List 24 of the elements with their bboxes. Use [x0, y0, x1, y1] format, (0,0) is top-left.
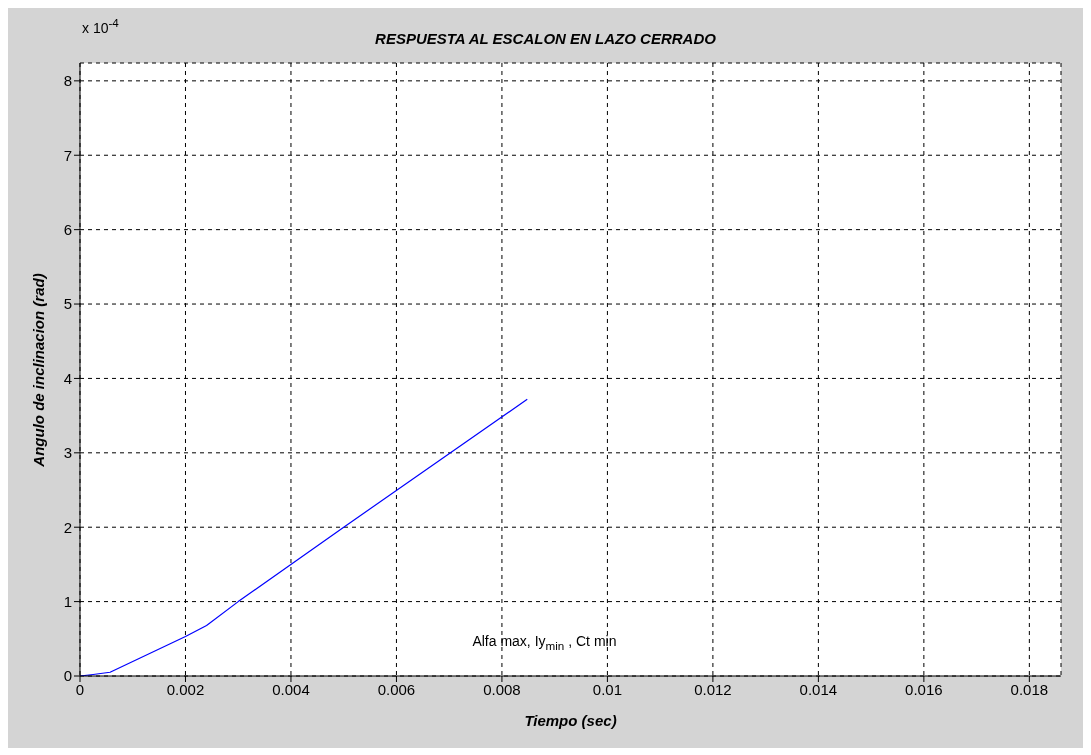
- x-tick-label: 0: [75, 680, 85, 698]
- x-tick-label: 0.006: [377, 680, 416, 698]
- chart-title: RESPUESTA AL ESCALON EN LAZO CERRADO: [375, 30, 716, 47]
- x-tick-label: 0.018: [1010, 680, 1049, 698]
- x-tick-label: 0.004: [272, 680, 310, 698]
- x-tick-label: 0.01: [592, 680, 623, 698]
- y-tick-label: 6: [63, 220, 72, 238]
- y-tick-label: 0: [63, 667, 72, 685]
- y-tick-label: 3: [63, 444, 72, 462]
- x-axis-title: Tiempo (sec): [523, 712, 618, 729]
- x-tick-label: 0.014: [799, 680, 838, 698]
- x-tick-label: 0.002: [166, 680, 205, 698]
- x-tick-label: 0.012: [694, 680, 732, 698]
- x-tick-label: 0.008: [483, 680, 521, 698]
- y-tick-label: 4: [63, 369, 72, 387]
- text: x 10$^{-4}$: [82, 16, 119, 36]
- y-tick-label: 7: [63, 146, 72, 164]
- y-tick-label: 1: [63, 592, 72, 610]
- y-tick-label: 5: [63, 295, 72, 313]
- y-axis-title: Angulo de inclinacion (rad): [29, 272, 47, 467]
- y-tick-label: 8: [63, 72, 72, 90]
- y-tick-label: 2: [63, 518, 72, 536]
- annotation: Alfa max, Iy$_{min}$ , Ct min: [472, 633, 617, 652]
- x-tick-label: 0.016: [905, 680, 943, 698]
